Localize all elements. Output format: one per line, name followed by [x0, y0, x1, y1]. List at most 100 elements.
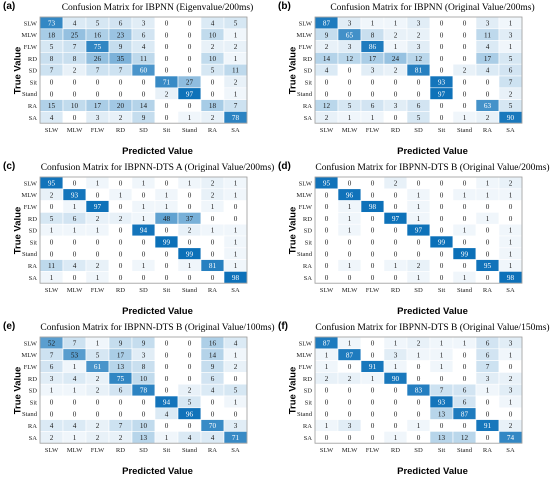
cell-value: 0: [348, 239, 352, 247]
cell-value: 0: [463, 55, 467, 63]
cell-value: 0: [371, 274, 375, 282]
y-tick-label: RA: [303, 263, 312, 270]
cell-value: 6: [119, 20, 123, 28]
cell-value: 1: [96, 274, 100, 282]
cell-value: 7: [96, 67, 100, 75]
cell-value: 95: [48, 180, 56, 188]
cell-value: 0: [325, 262, 329, 270]
cell-value: 0: [348, 434, 352, 442]
cell-value: 2: [463, 67, 467, 75]
cell-value: 0: [188, 239, 192, 247]
panel-title: Confusion Matrix for IBPNN-DTS B (Origin…: [40, 323, 275, 333]
panel-a: (a) Confusion Matrix for IBPNN (Eigenval…: [0, 0, 275, 159]
y-tick-label: FLW: [24, 44, 38, 51]
y-tick-label: Sit: [30, 399, 37, 406]
cell-value: 0: [188, 191, 192, 199]
cell-value: 0: [188, 375, 192, 383]
cell-value: 0: [463, 363, 467, 371]
y-tick-label: Stand: [22, 251, 38, 258]
cell-value: 6: [509, 67, 513, 75]
matrix-frame: [39, 16, 248, 124]
cell-value: 87: [346, 351, 354, 359]
cell-value: 1: [73, 227, 77, 235]
cell-value: 1: [165, 434, 169, 442]
cell-value: 0: [119, 227, 123, 235]
y-tick-label: SLW: [299, 20, 313, 27]
cell-value: 0: [417, 375, 421, 383]
cell-value: 0: [463, 422, 467, 430]
cell-value: 16: [94, 31, 102, 39]
cell-value: 0: [440, 375, 444, 383]
cell-value: 1: [440, 351, 444, 359]
cell-value: 0: [417, 434, 421, 442]
cell-value: 86: [369, 43, 377, 51]
x-axis-label: Predicted Value: [122, 466, 193, 477]
cell-value: 0: [486, 79, 490, 87]
cell-value: 0: [325, 79, 329, 87]
x-tick-label: MLW: [342, 127, 358, 134]
cell-value: 0: [211, 79, 215, 87]
cell-value: 25: [71, 31, 79, 39]
cell-value: 0: [371, 422, 375, 430]
cell-value: 4: [73, 20, 77, 28]
cell-value: 0: [165, 422, 169, 430]
cell-value: 2: [348, 375, 352, 383]
cell-value: 6: [371, 102, 375, 110]
cell-value: 1: [509, 239, 513, 247]
cell-value: 0: [371, 191, 375, 199]
cell-value: 11: [48, 262, 55, 270]
cell-value: 3: [486, 375, 490, 383]
cell-value: 4: [50, 114, 54, 122]
cell-value: 2: [509, 422, 513, 430]
cell-value: 0: [325, 387, 329, 395]
x-tick-label: Sit: [438, 127, 445, 134]
cell-value: 9: [142, 340, 146, 348]
cell-value: 35: [117, 55, 125, 63]
x-tick-label: Stand: [182, 127, 198, 134]
cell-value: 0: [463, 90, 467, 98]
y-tick-label: SD: [29, 388, 38, 395]
cell-value: 0: [486, 274, 490, 282]
cell-value: 0: [119, 203, 123, 211]
cell-value: 0: [119, 90, 123, 98]
cell-value: 17: [117, 351, 125, 359]
cell-value: 9: [325, 31, 329, 39]
cell-value: 2: [211, 191, 215, 199]
cell-value: 70: [209, 422, 217, 430]
cell-value: 7: [509, 79, 513, 87]
cell-value: 1: [234, 227, 238, 235]
cell-value: 3: [509, 31, 513, 39]
cell-value: 0: [394, 387, 398, 395]
cell-value: 8: [73, 55, 77, 63]
matrix-frame: [314, 336, 523, 444]
cell-value: 0: [371, 399, 375, 407]
cell-value: 24: [392, 55, 400, 63]
cell-value: 2: [50, 191, 54, 199]
y-tick-label: RA: [28, 423, 37, 430]
y-tick-label: Sit: [30, 239, 37, 246]
cell-value: 99: [186, 250, 194, 258]
cell-value: 1: [486, 191, 490, 199]
cell-value: 0: [486, 227, 490, 235]
cell-value: 2: [417, 262, 421, 270]
cell-value: 1: [234, 180, 238, 188]
cell-value: 0: [119, 180, 123, 188]
cell-value: 2: [509, 90, 513, 98]
cell-value: 1: [165, 203, 169, 211]
matrix-frame: [39, 336, 248, 444]
x-tick-label: SA: [506, 287, 515, 294]
cell-value: 0: [371, 387, 375, 395]
cell-value: 2: [188, 387, 192, 395]
cell-value: 0: [325, 274, 329, 282]
cell-value: 3: [50, 375, 54, 383]
cell-value: 0: [440, 203, 444, 211]
cell-value: 0: [73, 180, 77, 188]
y-tick-label: SD: [29, 228, 38, 235]
y-tick-label: SA: [304, 275, 313, 282]
y-tick-label: Stand: [297, 411, 313, 418]
cell-value: 0: [50, 239, 54, 247]
cell-value: 3: [394, 102, 398, 110]
cell-value: 17: [369, 55, 377, 63]
x-axis-label: Predicted Value: [397, 466, 468, 477]
cell-value: 0: [165, 31, 169, 39]
